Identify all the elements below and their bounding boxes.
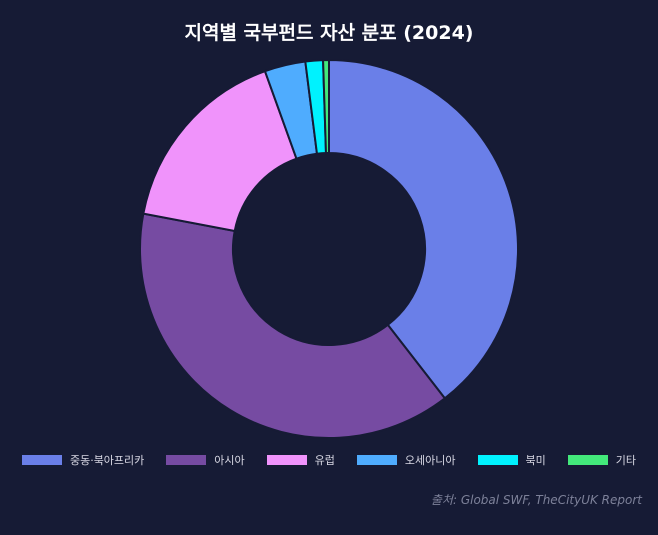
legend-swatch <box>266 455 307 465</box>
legend-label: 중동·북아프리카 <box>69 454 145 467</box>
slice-1[interactable] <box>139 212 447 439</box>
slice-0[interactable] <box>328 58 519 400</box>
legend-item-1[interactable]: 아시아 <box>166 452 245 468</box>
legend-label: 오세아니아 <box>404 454 456 467</box>
legend-swatch <box>477 455 518 465</box>
legend-item-3[interactable]: 오세아니아 <box>356 452 456 468</box>
legend-swatch <box>567 455 608 465</box>
chart-title: 지역별 국부펀드 자산 분포 (2024) <box>184 22 474 44</box>
legend-item-0[interactable]: 중동·북아프리카 <box>21 452 145 468</box>
slice-2[interactable] <box>142 69 298 233</box>
slice-5[interactable] <box>322 58 330 155</box>
legend-label: 기타 <box>615 454 637 467</box>
legend-label: 아시아 <box>214 454 245 467</box>
source-note: 출처: Global SWF, TheCityUK Report <box>430 493 642 507</box>
legend-item-5[interactable]: 기타 <box>567 452 637 468</box>
legend-item-2[interactable]: 유럽 <box>266 452 335 468</box>
legend-item-4[interactable]: 북미 <box>477 452 546 468</box>
legend-label: 북미 <box>525 454 546 467</box>
legend-swatch <box>356 455 397 465</box>
legend-swatch <box>21 455 62 465</box>
legend-label: 유럽 <box>314 454 335 467</box>
legend: 중동·북아프리카 아시아 유럽 오세아니아 북미 기타 <box>0 452 658 468</box>
legend-swatch <box>166 455 207 465</box>
